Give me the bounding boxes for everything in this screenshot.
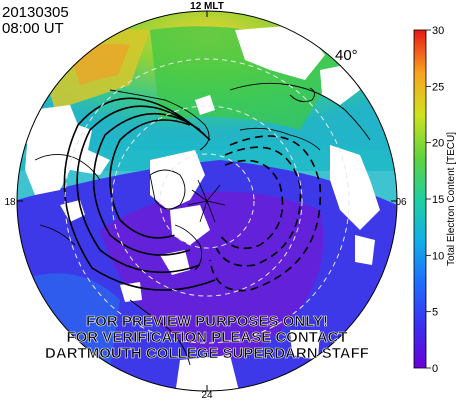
latitude-label: 40° — [335, 47, 358, 64]
colorbar-tick-label: 30 — [432, 25, 444, 37]
watermark-line-3: DARTMOUTH COLLEGE SUPERDARN STAFF — [45, 345, 369, 362]
colorbar: 30 25 20 15 10 5 0 Total Electron Content [TEC… — [413, 25, 457, 375]
colorbar-tick-label: 25 — [432, 81, 444, 93]
mlt-label-06: 06 — [395, 197, 407, 208]
colorbar-tick-label: 0 — [432, 363, 438, 375]
watermark-line-2: FOR VERIFICATION PLEASE CONTACT — [66, 329, 347, 346]
coastlines — [34, 82, 371, 366]
low-tec-region — [100, 191, 324, 360]
colorbar-ticks: 30 25 20 15 10 5 0 — [426, 25, 444, 375]
convection-contours-dashed — [209, 135, 322, 292]
colorbar-tick-label: 10 — [432, 250, 444, 262]
latitude-circles — [64, 58, 350, 344]
date-label: 20130305 — [2, 4, 69, 21]
watermark-line-1: FOR PREVIEW PURPOSES ONLY! — [86, 313, 328, 330]
mlt-label-12: 12 MLT — [190, 1, 224, 12]
colorbar-gradient — [413, 29, 427, 369]
watermark: FOR PREVIEW PURPOSES ONLY! FOR VERIFICAT… — [45, 313, 369, 363]
colorbar-tick-label: 5 — [432, 307, 438, 319]
mlt-ticks — [17, 11, 397, 391]
time-label: 08:00 UT — [2, 20, 64, 37]
colorbar-tick-label: 15 — [432, 194, 444, 206]
mlt-label-18: 18 — [4, 197, 16, 208]
mlt-label-24: 24 — [201, 390, 213, 400]
colorbar-tick-label: 20 — [432, 138, 444, 150]
velocity-vectors — [187, 179, 226, 223]
colorbar-title: Total Electron Content [TECU] — [446, 132, 457, 266]
convection-contours — [63, 97, 216, 291]
